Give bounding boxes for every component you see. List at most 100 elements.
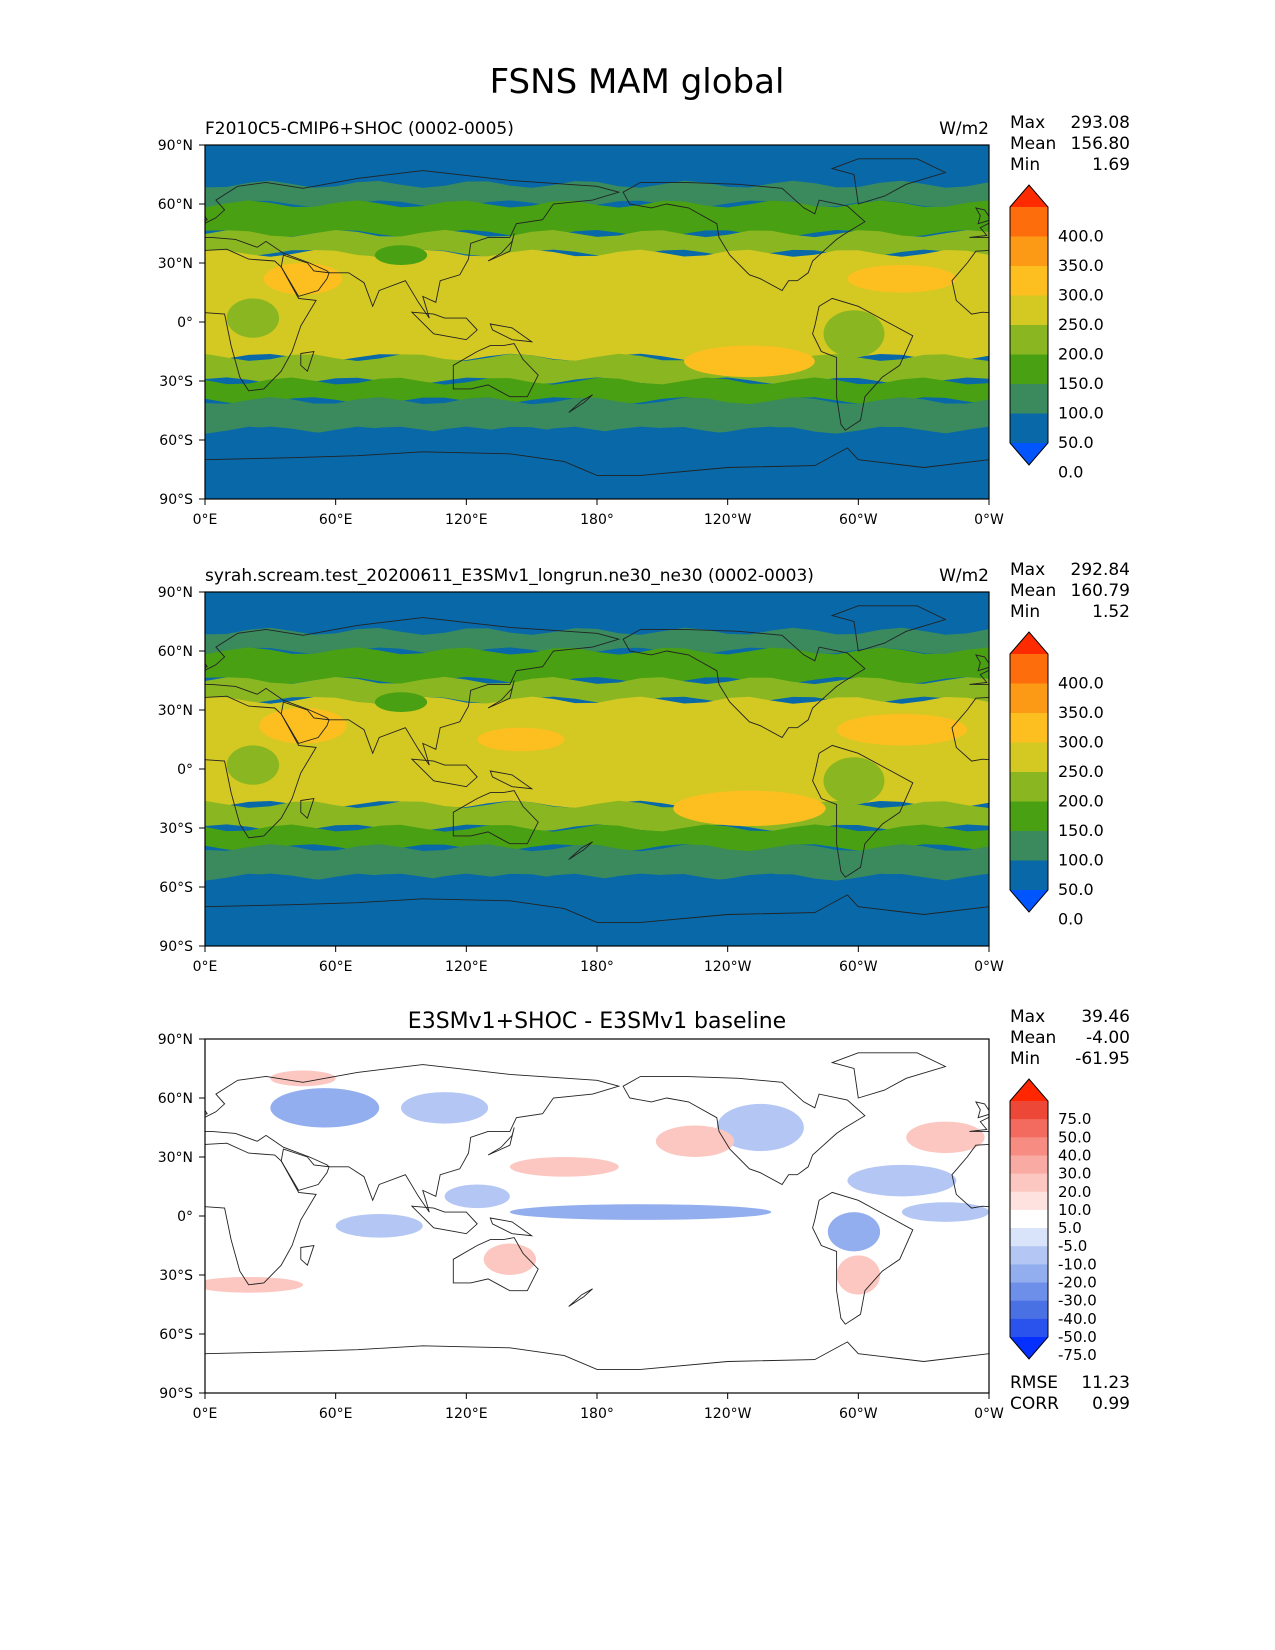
field-feature [374,245,428,265]
colorbar-segment [1010,1282,1048,1302]
y-tick-label: 90°N [158,1032,193,1048]
panel-title: E3SMv1+SHOC - E3SMv1 baseline [408,1009,786,1034]
coastline-australia [452,1237,539,1292]
coastline-madagascar [300,1244,315,1266]
x-tick-label: 60°W [839,1406,878,1422]
coastline-uk [975,207,989,225]
coastline-newguinea [489,770,534,790]
colorbar-label: 300.0 [1058,286,1104,305]
y-tick-label: 60°S [159,880,193,896]
x-tick-label: 60°W [839,512,878,528]
x-tick-label: 180° [580,512,614,528]
stat-mean-label: Mean [1010,1028,1056,1048]
coastlines [205,1052,989,1370]
colorbar-extend-max [1010,1079,1048,1101]
coastline-eurasia [205,1064,621,1213]
stat-min-label: Min [1010,602,1040,622]
rmse-value: 11.23 [1081,1373,1130,1393]
x-tick-label: 0°W [974,959,1004,975]
coastline-madagascar [300,350,315,372]
coastline-namerica [622,628,866,739]
zonal-band [205,592,989,635]
coastline-antarctica_line [205,447,989,476]
colorbar-label: 250.0 [1058,315,1104,334]
field-feature [270,1088,380,1128]
y-tick-label: 30°S [159,374,193,390]
stat-mean-label: Mean [1010,134,1056,154]
stat-mean-value: -4.00 [1086,1028,1130,1048]
coastline-madagascar [300,797,315,819]
colorbar-label: -75.0 [1058,1346,1097,1364]
field-feature [335,1214,423,1238]
x-tick-label: 0°W [974,1406,1004,1422]
coastline-indonesia [410,311,478,341]
panel-reference: 0°E 60°E 120°E 180° 120°W 60°W 0°W 90°N 60°N 30°N… [158,560,1130,975]
colorbar-segment [1010,1228,1048,1247]
x-tick-label: 120°E [445,959,488,975]
x-tick-label: 60°E [319,512,353,528]
colorbar-segment [1010,1101,1048,1120]
coastline-newguinea [489,1217,534,1237]
field-feature [906,1121,985,1154]
colorbar-segment [1010,1209,1048,1229]
stat-min-value: 1.52 [1092,602,1130,622]
zonal-band [205,200,989,238]
x-tick-label: 120°W [704,512,752,528]
x-tick-label: 120°E [445,512,488,528]
colorbar-segment [1010,1318,1048,1338]
stat-max-value: 293.08 [1071,113,1130,133]
y-tick-label: 90°S [159,492,193,508]
x-tick-label: 120°W [704,959,752,975]
coastline-samerica [812,744,914,878]
colorbar-extend-max [1010,185,1048,207]
y-tick-label: 0° [177,1209,193,1225]
panel-units: W/m2 [939,566,989,586]
coastline-greenland [830,605,947,652]
panel-units: W/m2 [939,119,989,139]
colorbar-segment [1010,325,1048,355]
colorbar-extend-max [1010,632,1048,654]
panel-title: F2010C5-CMIP6+SHOC (0002-0005) [205,119,514,139]
field-feature [847,1164,957,1197]
coastline-africa [205,1142,317,1286]
x-tick-label: 180° [580,959,614,975]
colorbar-label: 350.0 [1058,256,1104,275]
colorbar-label: 400.0 [1058,674,1104,693]
colorbar-label: -40.0 [1058,1310,1097,1328]
coastline-antarctica_line [205,1341,989,1370]
field-feature [226,745,280,785]
panels: 0°E 60°E 120°E 180° 120°W 60°W 0°W 90°N 60°N 30°N… [158,113,1130,1422]
zonal-band [205,647,989,685]
stat-max-value: 292.84 [1071,560,1130,580]
colorbar-segment [1010,1173,1048,1193]
field-feature [477,727,565,752]
colorbar-segment [1010,1155,1048,1175]
colorbar-segment [1010,1119,1048,1138]
colorbar-segment [1010,266,1048,296]
coastline-newguinea [489,323,534,343]
colorbar-label: 20.0 [1058,1183,1091,1201]
coastline-africa [205,248,317,392]
colorbar: 400.0 350.0 300.0 250.0 200.0 150.0 100.0 50.0 0… [1009,184,1104,482]
coastline-namerica [622,1075,866,1186]
figure-title: FSNS MAM global [490,62,785,102]
coastline-greenland [830,158,947,205]
zonal-band [205,873,989,946]
coastlines [205,158,989,476]
stat-min-value: -61.95 [1075,1049,1130,1069]
coastline-samerica [812,1191,914,1325]
field-feature [509,1157,619,1177]
rmse-label: RMSE [1010,1373,1058,1393]
colorbar-extend-min [1010,890,1048,912]
colorbar-label: 50.0 [1058,1128,1091,1146]
colorbar-label: 0.0 [1058,463,1083,482]
y-tick-label: 90°N [158,585,193,601]
zonal-band [205,696,989,808]
colorbar-segment [1010,354,1048,385]
coastline-nz [568,394,593,413]
zonal-band [205,426,989,499]
colorbar-label: -10.0 [1058,1255,1097,1273]
stat-min-label: Min [1010,155,1040,175]
x-tick-label: 0°W [974,512,1004,528]
field-feature [823,757,885,805]
